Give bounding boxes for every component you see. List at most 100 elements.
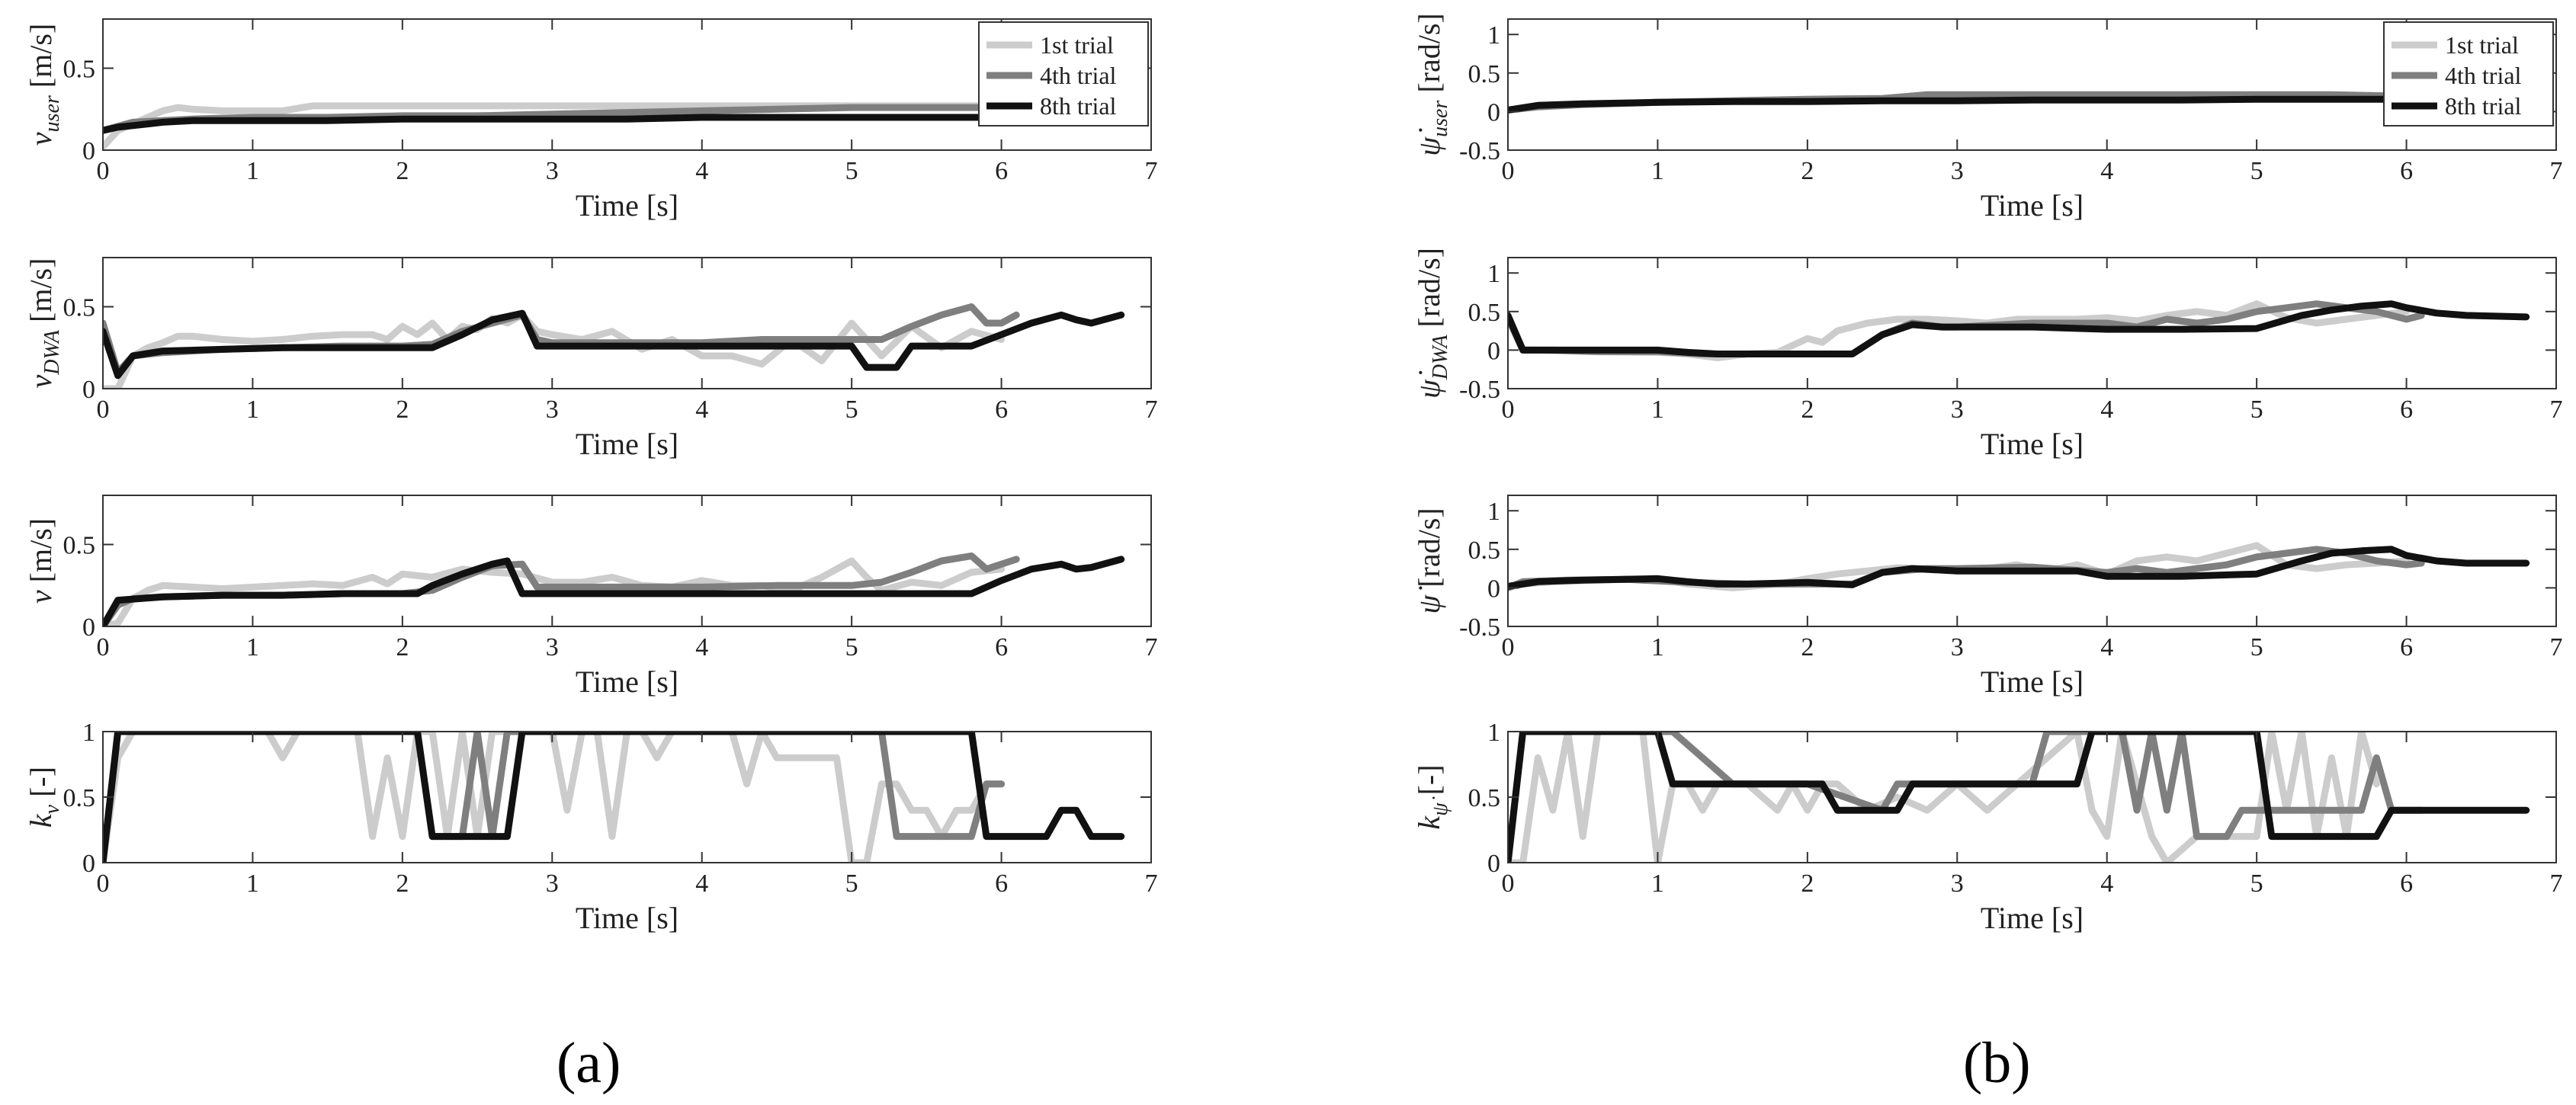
- legend-entry: 1st trial: [2445, 31, 2519, 59]
- y-label-subscript: user: [40, 95, 64, 132]
- x-tick-label: 3: [1951, 870, 1964, 898]
- y-tick-label: 0: [82, 613, 95, 642]
- x-tick-label: 7: [1145, 396, 1158, 424]
- series-line-2: [103, 732, 1006, 863]
- x-axis-label: Time [s]: [576, 427, 678, 461]
- x-axis-label: Time [s]: [576, 901, 678, 935]
- chart-a4: 0 1 2 3 4 5 6 7 0 0.5 1 Time [s] kv [-]: [24, 719, 1158, 935]
- y-tick-label: 0.5: [1468, 784, 1501, 812]
- y-label-subscript: v: [40, 804, 64, 814]
- x-tick-label: 1: [246, 157, 259, 185]
- panel-label-b: (b): [1963, 1031, 2031, 1095]
- y-axis-label: kψ̇ [-]: [1412, 764, 1452, 829]
- x-tick-label: 0: [1502, 870, 1515, 898]
- x-axis-label: Time [s]: [1981, 901, 2084, 935]
- x-tick-label: 1: [1651, 870, 1664, 898]
- chart-a1: 0 1 2 3 4 5 6 7 0 0.5 Time [s] vuser [m/s] 1st trial…: [24, 18, 1158, 223]
- x-tick-label: 0: [97, 633, 110, 661]
- x-tick-label: 5: [845, 870, 858, 898]
- chart-b4: 0 1 2 3 4 5 6 7 0 0.5 1 Time [s] kψ̇ [-]: [1412, 719, 2563, 935]
- y-tick-label: 1: [1487, 260, 1500, 288]
- y-axis-label: ψ̇ [rad/s]: [1412, 508, 1446, 613]
- y-tick-label: 0: [1487, 337, 1500, 365]
- x-tick-label: 0: [97, 396, 110, 424]
- y-label-unit: [rad/s]: [1412, 248, 1446, 335]
- series-line-3: [103, 732, 1125, 863]
- y-axis-label: v [m/s]: [24, 518, 58, 604]
- x-tick-label: 1: [246, 396, 259, 424]
- x-tick-label: 2: [396, 633, 409, 661]
- y-tick-label: 0: [1487, 98, 1500, 127]
- x-axis-label: Time [s]: [1981, 188, 2084, 223]
- legend: 1st trial 4th trial 8th trial: [978, 21, 1149, 127]
- legend-entry: 1st trial: [1040, 31, 1114, 59]
- x-axis-label: Time [s]: [576, 665, 678, 699]
- y-axis-label: vuser [m/s]: [24, 24, 64, 146]
- series-line-1: [103, 732, 1006, 863]
- x-tick-label: 6: [2400, 396, 2413, 424]
- axes-frame: [102, 495, 1152, 627]
- chart-a3: 0 1 2 3 4 5 6 7 0 0.5 Time [s] v [m/s]: [24, 495, 1158, 699]
- y-tick-label: 0.5: [63, 784, 96, 812]
- y-label-unit: [rad/s]: [1412, 13, 1446, 100]
- y-tick-label: 0: [82, 137, 95, 165]
- x-axis-label: Time [s]: [1981, 665, 2084, 699]
- x-tick-label: 2: [1801, 633, 1814, 661]
- x-tick-label: 1: [1651, 157, 1664, 185]
- x-tick-label: 4: [2100, 396, 2113, 424]
- x-tick-label: 6: [995, 633, 1008, 661]
- x-tick-label: 4: [695, 870, 708, 898]
- y-tick-label: 1: [1487, 719, 1500, 747]
- series-line-3: [103, 309, 1125, 380]
- x-tick-label: 6: [2400, 633, 2413, 661]
- x-tick-label: 6: [995, 396, 1008, 424]
- y-label-unit: [m/s]: [24, 518, 58, 590]
- x-tick-label: 3: [546, 157, 559, 185]
- y-tick-label: 0.5: [63, 56, 96, 84]
- y-label-symbol: k: [24, 813, 58, 828]
- series-line-1: [103, 102, 1006, 150]
- y-tick-label: -0.5: [1459, 137, 1500, 165]
- x-tick-label: 2: [396, 157, 409, 185]
- x-tick-label: 2: [1801, 157, 1814, 185]
- x-tick-label: 4: [695, 157, 708, 185]
- y-tick-label: 1: [1487, 21, 1500, 50]
- y-tick-label: -0.5: [1459, 376, 1500, 404]
- x-tick-label: 5: [845, 396, 858, 424]
- y-label-unit: [m/s]: [24, 258, 58, 330]
- series-line-3: [103, 556, 1125, 626]
- panel-label-a: (a): [557, 1031, 621, 1095]
- x-tick-label: 7: [2550, 396, 2563, 424]
- legend-entry: 8th trial: [1040, 92, 1117, 120]
- x-axis-label: Time [s]: [1981, 427, 2084, 461]
- x-tick-label: 1: [246, 870, 259, 898]
- x-tick-label: 2: [1801, 396, 1814, 424]
- legend-entry: 4th trial: [2445, 62, 2522, 89]
- series-line-3: [1508, 546, 2530, 590]
- x-tick-label: 7: [2550, 157, 2563, 185]
- y-label-unit: [-]: [24, 767, 58, 805]
- x-tick-label: 0: [1502, 157, 1515, 185]
- x-axis-label: Time [s]: [576, 188, 678, 223]
- y-label-symbol: v: [24, 590, 58, 604]
- series-line-3: [103, 114, 1125, 134]
- axes-frame: [1507, 18, 2557, 151]
- y-tick-label: 0.5: [63, 532, 96, 560]
- x-tick-label: 6: [2400, 157, 2413, 185]
- x-tick-label: 7: [1145, 870, 1158, 898]
- x-tick-label: 6: [995, 870, 1008, 898]
- x-tick-label: 4: [2100, 157, 2113, 185]
- y-axis-label: ψ̇user [rad/s]: [1412, 13, 1452, 155]
- legend-entry: 4th trial: [1040, 62, 1117, 89]
- y-label-subscript: user: [1429, 101, 1452, 137]
- x-tick-label: 2: [1801, 870, 1814, 898]
- x-tick-label: 5: [2250, 870, 2263, 898]
- y-tick-label: 0: [82, 376, 95, 404]
- x-tick-label: 7: [2550, 870, 2563, 898]
- x-tick-label: 3: [1951, 157, 1964, 185]
- series-line-3: [1508, 732, 2530, 863]
- x-tick-label: 7: [2550, 633, 2563, 661]
- x-tick-label: 7: [1145, 633, 1158, 661]
